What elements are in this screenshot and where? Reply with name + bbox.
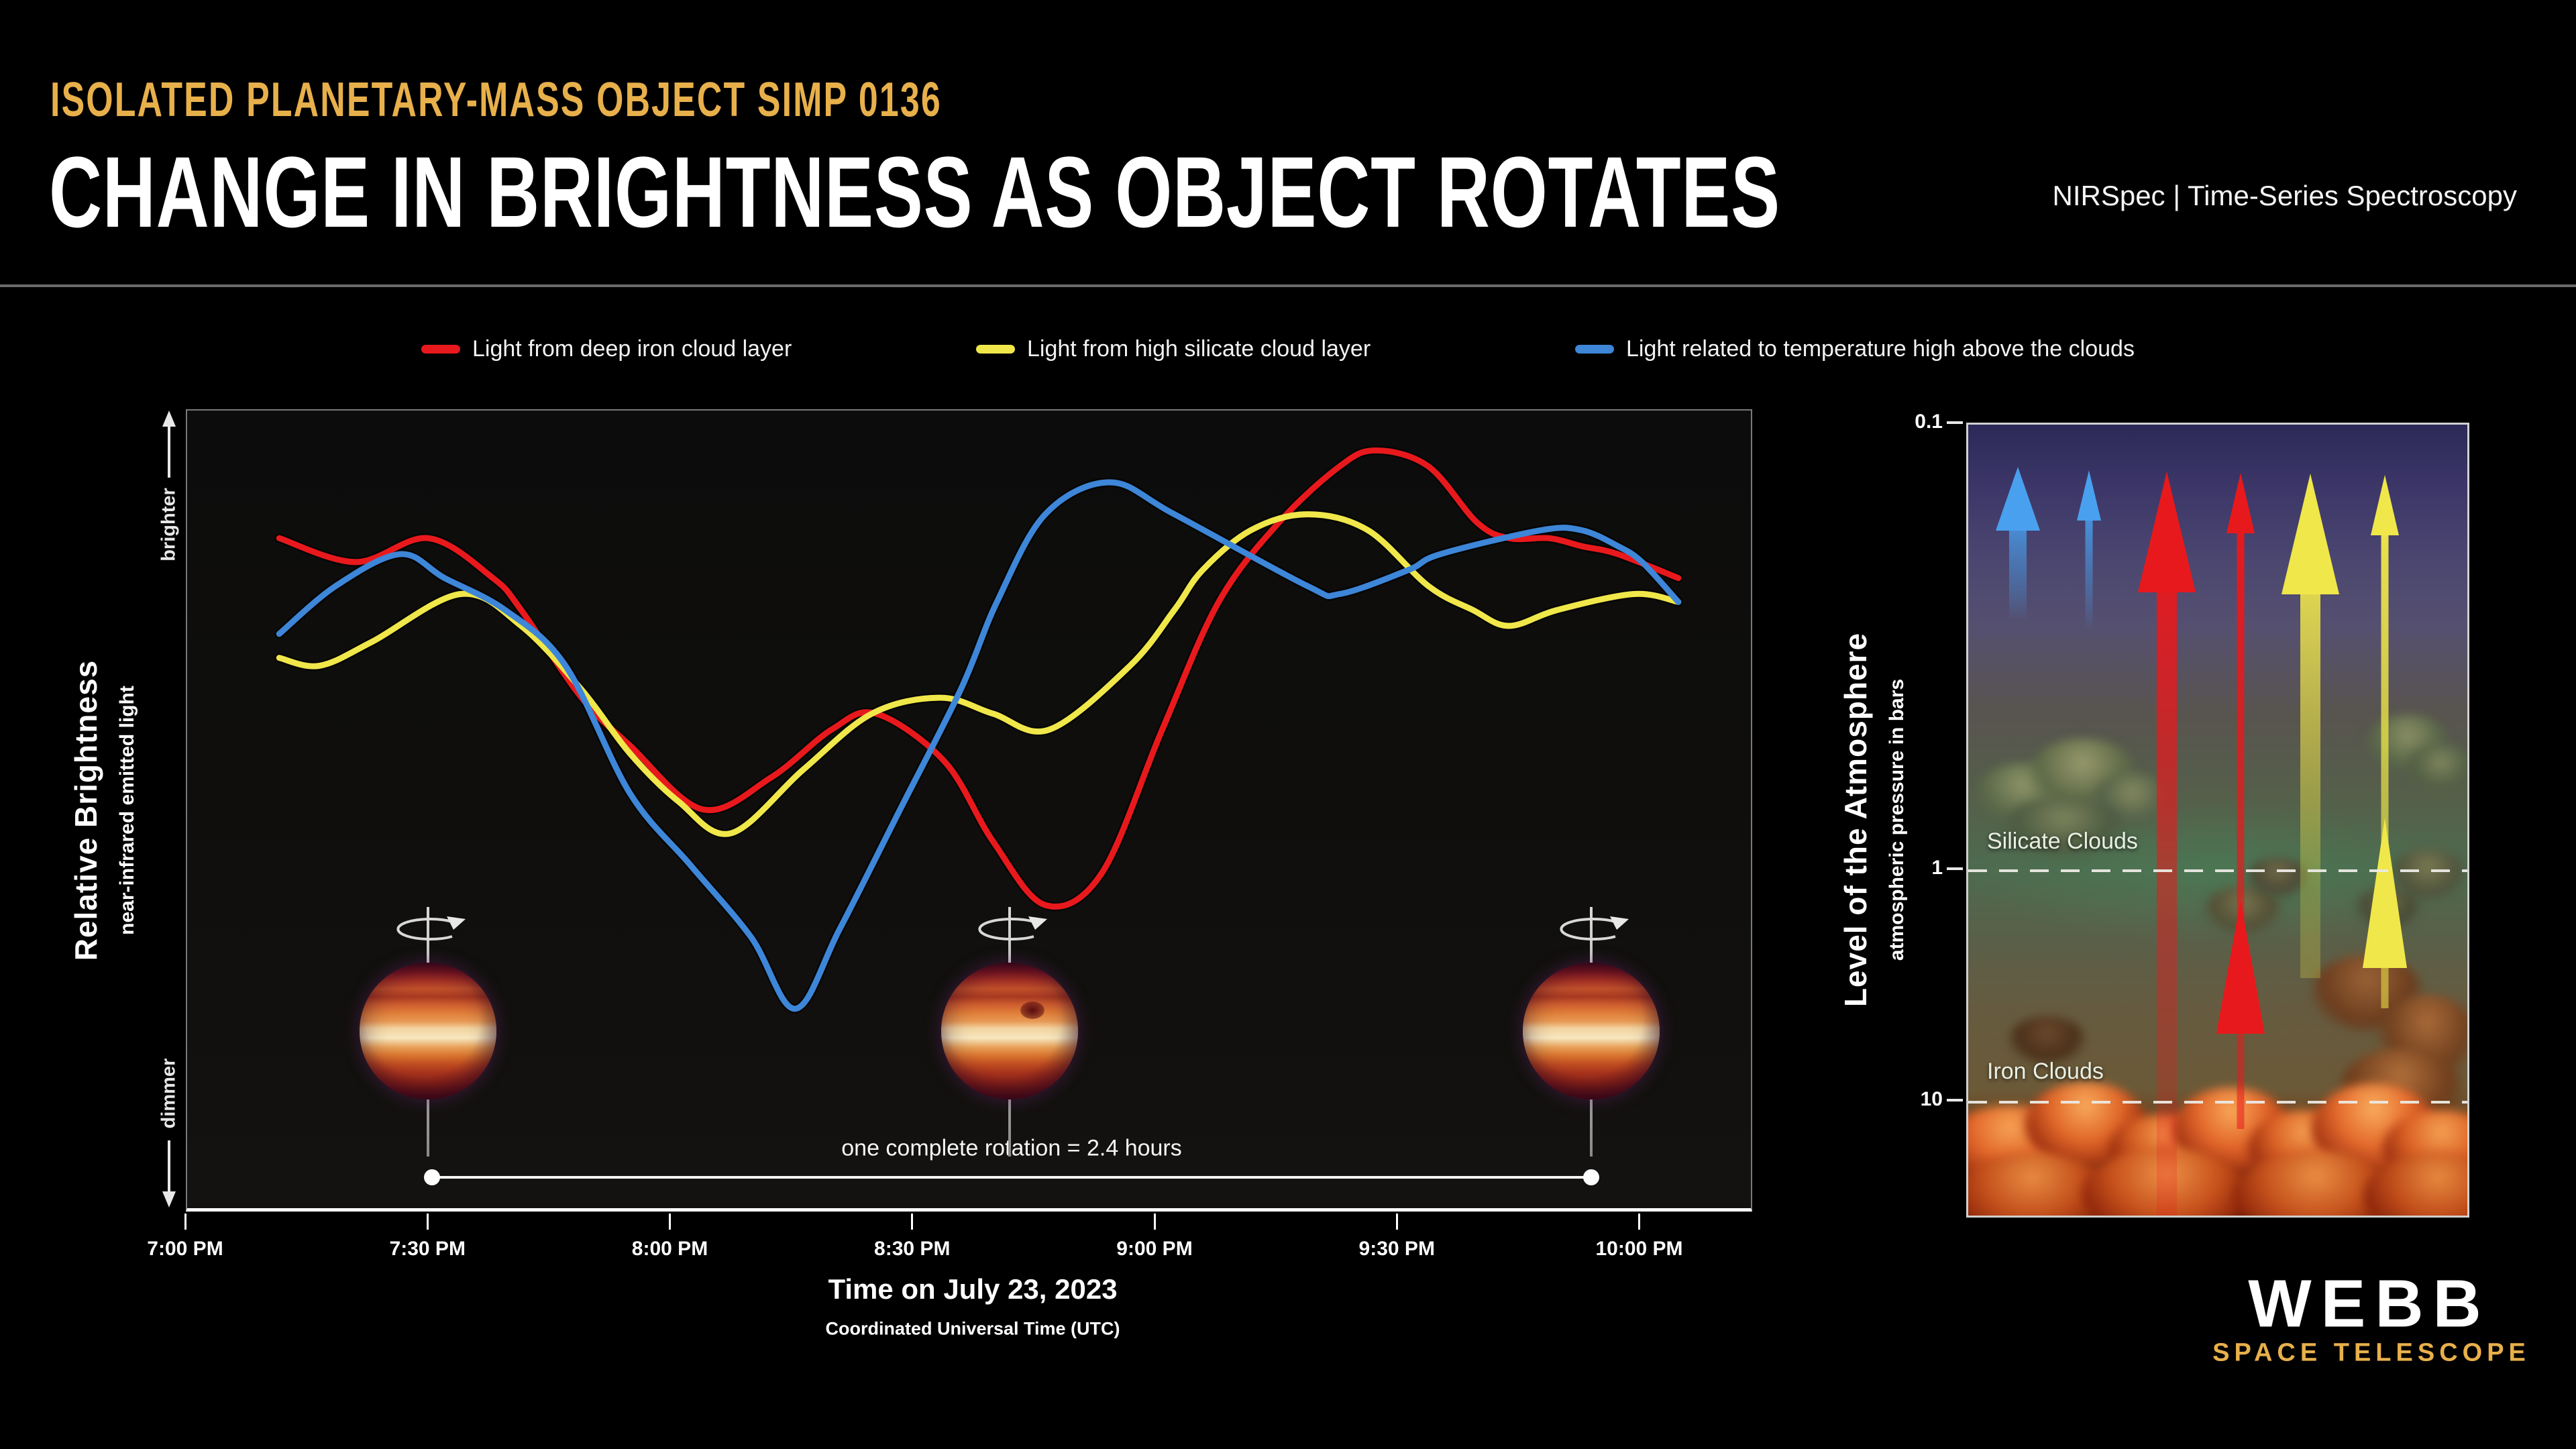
- y-axis-brighter-label: brighter: [158, 488, 180, 561]
- legend-label: Light related to temperature high above …: [1626, 335, 2135, 362]
- x-tick-label: 10:00 PM: [1595, 1238, 1683, 1260]
- x-tick-label: 7:00 PM: [147, 1238, 223, 1260]
- planet-simp0136: [1523, 963, 1660, 1099]
- pressure-tick-mark: [1947, 421, 1963, 424]
- object-subtitle: ISOLATED PLANETARY-MASS OBJECT SIMP 0136: [50, 73, 942, 127]
- y-axis-subtitle: near-infrared emitted light: [116, 686, 138, 935]
- x-tick-label: 8:30 PM: [874, 1238, 951, 1260]
- x-tick-mark: [426, 1214, 429, 1230]
- header-divider: [0, 284, 2576, 287]
- x-tick-mark: [669, 1214, 671, 1230]
- x-tick-mark: [1395, 1214, 1398, 1230]
- atmosphere-axis-subtitle: atmospheric pressure in bars: [1886, 678, 1908, 961]
- rotation-note: one complete rotation = 2.4 hours: [841, 1135, 1182, 1161]
- x-tick-mark: [1153, 1214, 1156, 1230]
- brighter-arrow-icon: [162, 411, 176, 478]
- rotation-direction-icon: [978, 916, 1048, 941]
- yellow-thick-arrow: [2282, 474, 2339, 978]
- pressure-tick-0.1: 0.1: [1915, 411, 1943, 433]
- x-tick-mark: [911, 1214, 914, 1230]
- iron-level-line: [1968, 1101, 2467, 1104]
- x-tick-mark: [184, 1214, 186, 1230]
- x-axis-title: Time on July 23, 2023: [828, 1273, 1118, 1305]
- legend-swatch-icon: [976, 344, 1015, 354]
- red-thin-arrow: [2216, 473, 2265, 1129]
- y-axis-dimmer-label: dimmer: [158, 1058, 180, 1129]
- light-curve-yellow: [276, 511, 1682, 837]
- x-tick-label: 8:00 PM: [631, 1238, 708, 1260]
- legend-label: Light from deep iron cloud layer: [472, 335, 792, 362]
- dimmer-arrow-icon: [162, 1140, 176, 1208]
- emission-arrows-svg: [1996, 467, 2407, 1216]
- legend-swatch-icon: [421, 344, 460, 354]
- instrument-label: NIRSpec | Time-Series Spectroscopy: [2052, 180, 2518, 211]
- light-curves-svg: [274, 445, 1683, 1014]
- legend-label: Light from high silicate cloud layer: [1027, 335, 1371, 362]
- blue-thin-arrow: [2077, 470, 2101, 629]
- legend-item: Light from high silicate cloud layer: [976, 333, 1371, 365]
- webb-logo-tagline: SPACE TELESCOPE: [2212, 1338, 2530, 1367]
- red-thick-arrow: [2138, 472, 2196, 1216]
- y-axis-title: Relative Brightness: [68, 659, 103, 961]
- timeline-end-dot: [1583, 1169, 1599, 1185]
- x-tick-label: 9:30 PM: [1358, 1238, 1435, 1260]
- pressure-tick-1: 1: [1931, 857, 1943, 879]
- timeline-start-dot: [424, 1169, 440, 1185]
- silicate-level-line: [1968, 869, 2467, 872]
- atmosphere-diagram: Silicate Clouds Iron Clouds: [1966, 423, 2469, 1218]
- blue-thick-arrow: [1996, 467, 2040, 621]
- x-tick-label: 7:30 PM: [389, 1238, 466, 1260]
- rotation-direction-icon: [1560, 916, 1629, 941]
- light-curve-blue: [276, 479, 1682, 1012]
- rotation-timeline: [432, 1176, 1591, 1179]
- x-tick-mark: [1638, 1214, 1640, 1230]
- curve-shadow: [274, 445, 1683, 912]
- rotation-direction-icon: [396, 916, 466, 941]
- silicate-cloud: [2406, 745, 2467, 794]
- brown-cloud: [2008, 1016, 2086, 1065]
- legend-item: Light from deep iron cloud layer: [421, 333, 792, 365]
- x-axis-subtitle: Coordinated Universal Time (UTC): [825, 1318, 1120, 1339]
- pressure-tick-10: 10: [1920, 1088, 1943, 1110]
- legend-swatch-icon: [1575, 344, 1614, 354]
- yellow-thin-arrow: [2363, 475, 2407, 1008]
- planet-dark-spot: [1020, 1002, 1045, 1019]
- silicate-clouds-label: Silicate Clouds: [1987, 828, 2138, 854]
- silicate-cloud: [2247, 857, 2308, 898]
- curve-shadow: [274, 509, 1683, 839]
- pressure-tick-mark: [1947, 1099, 1963, 1102]
- planet-simp0136: [360, 963, 497, 1099]
- pressure-tick-mark: [1947, 867, 1963, 870]
- legend-item: Light related to temperature high above …: [1575, 333, 2135, 365]
- planet-simp0136: [941, 963, 1079, 1099]
- iron-clouds-label: Iron Clouds: [1987, 1059, 2104, 1084]
- silicate-cloud: [2003, 798, 2124, 857]
- page-title: CHANGE IN BRIGHTNESS AS OBJECT ROTATES: [49, 136, 1780, 248]
- atmosphere-axis-title: Level of the Atmosphere: [1838, 632, 1873, 1008]
- x-tick-label: 9:00 PM: [1116, 1238, 1193, 1260]
- webb-logo: WEBB: [2248, 1266, 2491, 1342]
